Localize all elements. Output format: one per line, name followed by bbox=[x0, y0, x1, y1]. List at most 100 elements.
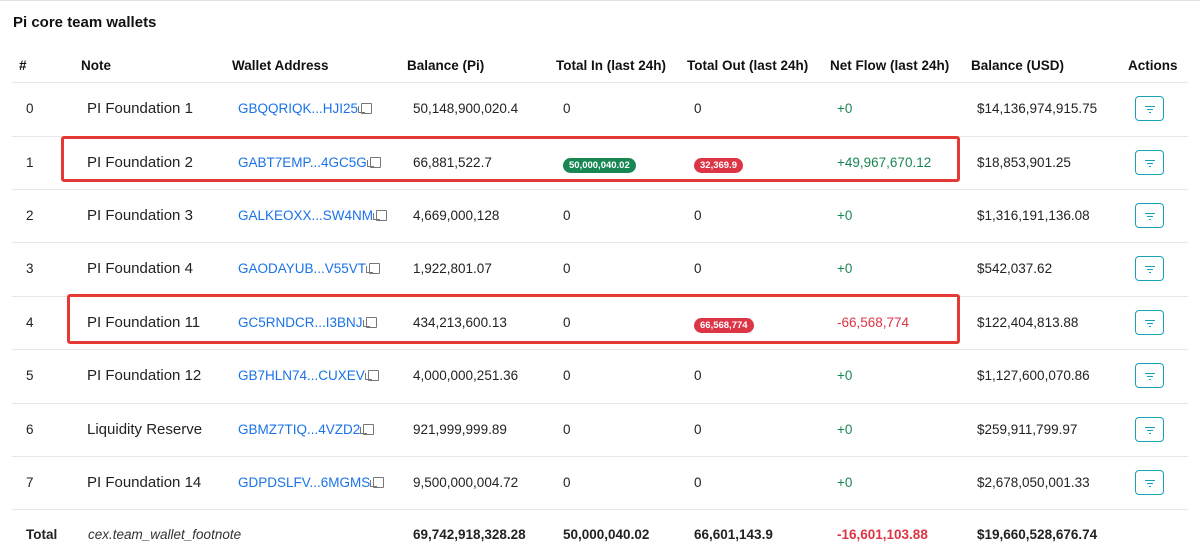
filter-icon bbox=[1145, 213, 1155, 220]
total-out-badge: 32,369.9 bbox=[694, 158, 743, 173]
balance-usd: $2,678,050,001.33 bbox=[977, 475, 1090, 490]
balance-usd: $542,037.62 bbox=[977, 261, 1053, 276]
copy-icon[interactable] bbox=[373, 210, 388, 221]
balance-usd: $14,136,974,915.75 bbox=[977, 101, 1098, 116]
wallet-address-text[interactable]: GAODAYUB...V55VT bbox=[238, 261, 367, 276]
table-row: 1 PI Foundation 2 GABT7EMP...4GC5G 66,881,5… bbox=[12, 136, 1188, 190]
wallet-address-text[interactable]: GB7HLN74...CUXEV bbox=[238, 368, 365, 383]
net-flow: +0 bbox=[837, 422, 853, 437]
table-row: 0 PI Foundation 1 GBQQRIQK...HJI25 50,148,9… bbox=[12, 82, 1188, 136]
balance-pi: 9,500,000,004.72 bbox=[413, 475, 519, 490]
balance-pi: 50,148,900,020.4 bbox=[413, 101, 519, 116]
row-divider bbox=[12, 82, 1188, 83]
wallet-note: PI Foundation 1 bbox=[87, 100, 193, 117]
wallet-address-text[interactable]: GALKEOXX...SW4NM bbox=[238, 208, 374, 223]
wallet-note: PI Foundation 3 bbox=[87, 207, 193, 224]
total-out: 66,601,143.9 bbox=[694, 527, 773, 542]
total-out-badge: 66,568,774 bbox=[694, 318, 754, 333]
col-header-balance: Balance (Pi) bbox=[407, 58, 485, 73]
wallet-address-link[interactable]: GB7HLN74...CUXEV bbox=[238, 368, 379, 383]
row-index: 1 bbox=[26, 155, 34, 170]
row-index: 6 bbox=[26, 422, 34, 437]
wallet-address-text[interactable]: GDPDSLFV...6MGMS bbox=[238, 475, 371, 490]
total-out: 0 bbox=[694, 261, 702, 276]
table-row: 2 PI Foundation 3 GALKEOXX...SW4NM 4,669,00… bbox=[12, 189, 1188, 243]
col-header-address: Wallet Address bbox=[232, 58, 329, 73]
filter-icon bbox=[1145, 160, 1155, 167]
wallet-note: PI Foundation 2 bbox=[87, 154, 193, 171]
col-header-index: # bbox=[19, 58, 27, 73]
total-out: 0 bbox=[694, 368, 702, 383]
total-in: 0 bbox=[563, 315, 571, 330]
wallet-note: Liquidity Reserve bbox=[87, 421, 203, 438]
total-in: 0 bbox=[563, 261, 571, 276]
page-title: Pi core team wallets bbox=[13, 14, 157, 31]
table-row: 7 PI Foundation 14 GDPDSLFV...6MGMS 9,500,0… bbox=[12, 456, 1188, 510]
net-flow: +49,967,670.12 bbox=[837, 155, 932, 170]
col-header-note: Note bbox=[81, 58, 111, 73]
wallet-note: PI Foundation 14 bbox=[87, 474, 202, 491]
balance-pi: 66,881,522.7 bbox=[413, 155, 492, 170]
total-in: 50,000,040.02 bbox=[563, 156, 636, 173]
wallet-address-link[interactable]: GABT7EMP...4GC5G bbox=[238, 155, 381, 170]
row-index: 4 bbox=[26, 315, 34, 330]
balance-usd: $259,911,799.97 bbox=[977, 422, 1078, 437]
table-row: 6 Liquidity Reserve GBMZ7TIQ...4VZD2 921,99… bbox=[12, 403, 1188, 457]
filter-icon bbox=[1145, 480, 1155, 487]
row-divider bbox=[12, 189, 1188, 190]
total-out: 0 bbox=[694, 422, 702, 437]
wallet-address-link[interactable]: GALKEOXX...SW4NM bbox=[238, 208, 388, 223]
total-out: 0 bbox=[694, 475, 702, 490]
copy-icon[interactable] bbox=[362, 317, 377, 328]
row-index: 7 bbox=[26, 475, 34, 490]
wallet-address-link[interactable]: GBQQRIQK...HJI25 bbox=[238, 101, 373, 116]
balance-pi: 4,000,000,251.36 bbox=[413, 368, 519, 383]
total-net-flow: -16,601,103.88 bbox=[837, 527, 928, 542]
wallet-address-link[interactable]: GAODAYUB...V55VT bbox=[238, 261, 381, 276]
row-index: 2 bbox=[26, 208, 34, 223]
wallet-address-text[interactable]: GABT7EMP...4GC5G bbox=[238, 155, 367, 170]
balance-pi: 434,213,600.13 bbox=[413, 315, 507, 330]
row-action-button[interactable] bbox=[1135, 150, 1164, 175]
col-header-total-in: Total In (last 24h) bbox=[556, 58, 667, 73]
filter-icon bbox=[1145, 106, 1155, 113]
filter-icon bbox=[1145, 427, 1155, 434]
copy-icon[interactable] bbox=[370, 477, 385, 488]
row-action-button[interactable] bbox=[1135, 203, 1164, 228]
copy-icon[interactable] bbox=[358, 103, 373, 114]
table-row: 4 PI Foundation 11 GC5RNDCR...I3BNJ 434,213… bbox=[12, 296, 1188, 350]
wallet-address-link[interactable]: GBMZ7TIQ...4VZD2 bbox=[238, 422, 375, 437]
row-action-button[interactable] bbox=[1135, 417, 1164, 442]
wallet-address-link[interactable]: GDPDSLFV...6MGMS bbox=[238, 475, 385, 490]
net-flow: +0 bbox=[837, 208, 853, 223]
row-action-button[interactable] bbox=[1135, 363, 1164, 388]
copy-icon[interactable] bbox=[366, 157, 381, 168]
balance-pi: 1,922,801.07 bbox=[413, 261, 492, 276]
row-divider bbox=[12, 349, 1188, 350]
wallet-address-text[interactable]: GBMZ7TIQ...4VZD2 bbox=[238, 422, 361, 437]
copy-icon[interactable] bbox=[360, 424, 375, 435]
copy-icon[interactable] bbox=[364, 370, 379, 381]
row-action-button[interactable] bbox=[1135, 470, 1164, 495]
col-header-total-out: Total Out (last 24h) bbox=[687, 58, 809, 73]
wallet-address-link[interactable]: GC5RNDCR...I3BNJ bbox=[238, 315, 377, 330]
row-action-button[interactable] bbox=[1135, 96, 1164, 121]
total-divider bbox=[12, 509, 1188, 510]
row-index: 5 bbox=[26, 368, 34, 383]
wallet-address-text[interactable]: GC5RNDCR...I3BNJ bbox=[238, 315, 363, 330]
wallet-note: PI Foundation 4 bbox=[87, 260, 193, 277]
row-action-button[interactable] bbox=[1135, 310, 1164, 335]
balance-usd: $122,404,813.88 bbox=[977, 315, 1079, 330]
balance-pi: 921,999,999.89 bbox=[413, 422, 507, 437]
balance-usd: $1,316,191,136.08 bbox=[977, 208, 1090, 223]
row-action-button[interactable] bbox=[1135, 256, 1164, 281]
total-balance-usd: $19,660,528,676.74 bbox=[977, 527, 1098, 542]
wallet-note: PI Foundation 12 bbox=[87, 367, 202, 384]
col-header-actions: Actions bbox=[1128, 58, 1178, 73]
total-in: 0 bbox=[563, 422, 571, 437]
wallet-address-text[interactable]: GBQQRIQK...HJI25 bbox=[238, 101, 359, 116]
row-index: 0 bbox=[26, 101, 34, 116]
copy-icon[interactable] bbox=[366, 263, 381, 274]
total-in: 0 bbox=[563, 208, 571, 223]
wallet-note: PI Foundation 11 bbox=[87, 314, 201, 331]
